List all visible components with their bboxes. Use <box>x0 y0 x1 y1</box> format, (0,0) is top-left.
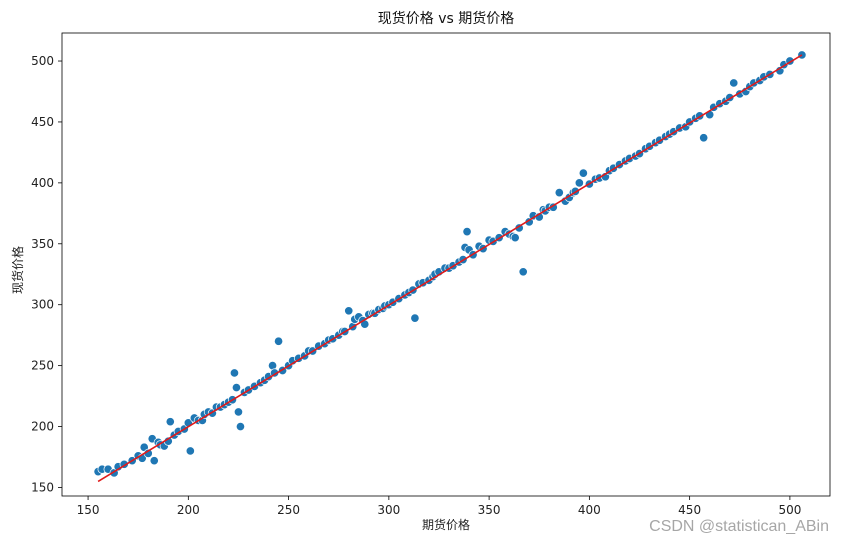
y-tick-label: 300 <box>31 298 54 312</box>
scatter-point <box>518 267 528 277</box>
x-tick-label: 400 <box>578 503 601 517</box>
scatter-point <box>510 233 520 243</box>
x-tick-label: 500 <box>778 503 801 517</box>
scatter-points <box>93 50 807 478</box>
chart-title: 现货价格 vs 期货价格 <box>378 10 514 27</box>
y-tick-label: 500 <box>31 54 54 68</box>
scatter-point <box>231 383 242 393</box>
scatter-point <box>229 368 239 378</box>
scatter-point <box>554 188 564 198</box>
x-tick-label: 150 <box>77 503 100 517</box>
scatter-point <box>149 456 159 466</box>
watermark-text: CSDN @statistican_ABin <box>649 518 829 535</box>
y-tick-label: 150 <box>31 480 54 494</box>
scatter-point <box>185 446 195 456</box>
regression-line <box>97 54 803 483</box>
y-tick-label: 200 <box>31 420 54 434</box>
scatter-point <box>410 313 420 323</box>
x-axis-ticks: 150 200 250 300 350 400 450 500 <box>77 496 801 517</box>
y-tick-label: 400 <box>31 176 54 190</box>
x-axis-label: 期货价格 <box>422 517 470 532</box>
x-tick-label: 450 <box>678 503 701 517</box>
scatter-point <box>235 421 246 432</box>
x-tick-label: 300 <box>377 503 400 517</box>
scatter-point <box>462 227 472 237</box>
scatter-point <box>729 78 739 88</box>
x-tick-label: 250 <box>277 503 300 517</box>
y-tick-label: 350 <box>31 237 54 251</box>
scatter-point <box>699 133 709 143</box>
scatter-point <box>344 306 354 316</box>
x-tick-label: 200 <box>177 503 200 517</box>
y-tick-label: 250 <box>31 359 54 373</box>
scatter-point <box>574 178 584 188</box>
y-axis-label: 现货价格 <box>10 246 25 294</box>
scatter-point <box>233 407 244 417</box>
y-tick-label: 450 <box>31 115 54 129</box>
plot-area-frame <box>61 32 831 497</box>
scatter-point <box>578 168 588 178</box>
scatter-point <box>274 336 284 346</box>
x-tick-label: 350 <box>478 503 501 517</box>
y-axis-ticks: 150 200 250 300 350 400 450 500 <box>31 54 62 494</box>
scatter-point <box>165 417 175 427</box>
